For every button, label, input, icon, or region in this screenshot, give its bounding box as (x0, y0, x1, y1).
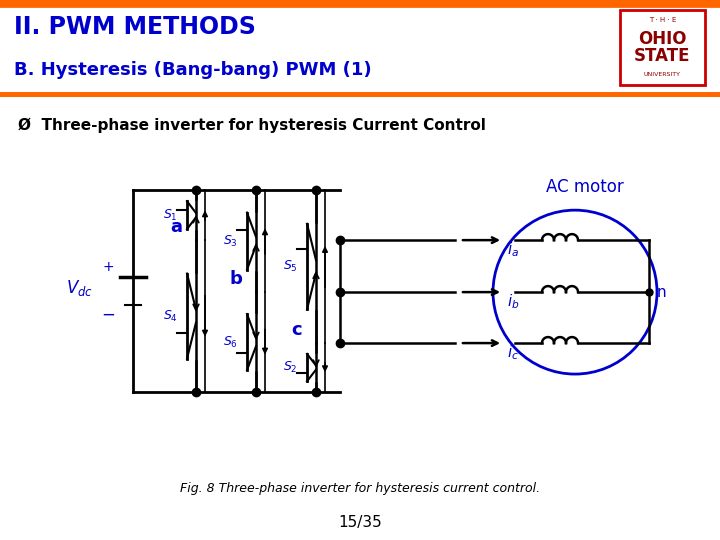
Text: $S_6$: $S_6$ (222, 335, 238, 349)
Text: $S_4$: $S_4$ (163, 308, 177, 323)
Text: $S_3$: $S_3$ (222, 234, 238, 249)
Text: −: − (101, 306, 115, 324)
Text: OHIO: OHIO (638, 30, 687, 48)
Text: B. Hysteresis (Bang-bang) PWM (1): B. Hysteresis (Bang-bang) PWM (1) (14, 61, 372, 79)
Text: Ø  Three-phase inverter for hysteresis Current Control: Ø Three-phase inverter for hysteresis Cu… (18, 118, 486, 133)
Text: $S_1$: $S_1$ (163, 207, 177, 222)
Text: $i_b$: $i_b$ (507, 292, 519, 311)
Text: +: + (102, 260, 114, 274)
Text: $V_{dc}$: $V_{dc}$ (66, 278, 93, 298)
Text: 15/35: 15/35 (338, 515, 382, 530)
FancyBboxPatch shape (621, 10, 705, 85)
Text: c: c (292, 321, 302, 339)
Text: a: a (170, 218, 182, 236)
Text: T · H · E: T · H · E (649, 17, 676, 23)
Text: $i_a$: $i_a$ (507, 240, 519, 259)
Text: Fig. 8 Three-phase inverter for hysteresis current control.: Fig. 8 Three-phase inverter for hysteres… (180, 482, 540, 495)
Text: $S_5$: $S_5$ (283, 259, 297, 274)
Text: $i_c$: $i_c$ (507, 343, 519, 362)
Text: STATE: STATE (634, 46, 690, 65)
Text: $S_2$: $S_2$ (283, 360, 297, 375)
Text: II. PWM METHODS: II. PWM METHODS (14, 15, 256, 39)
Text: n: n (657, 285, 667, 300)
Text: b: b (229, 270, 242, 288)
Text: AC motor: AC motor (546, 178, 624, 196)
Text: UNIVERSITY: UNIVERSITY (644, 71, 681, 77)
